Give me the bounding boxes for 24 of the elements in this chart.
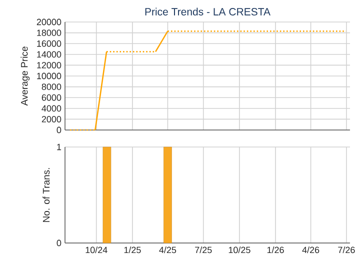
y-tick-label: 2000 [42, 116, 62, 122]
y-tick-label: 14000 [37, 51, 62, 58]
chart-title: Price Trends - LA CRESTA [145, 8, 270, 16]
y-tick-label: 18000 [37, 30, 62, 36]
y-axis-title: Average Price [20, 46, 30, 106]
y-tick-label: 10000 [37, 72, 62, 80]
y-tick-label: 1 [57, 144, 62, 150]
y-tick-label: 16000 [37, 40, 62, 47]
y-tick-label: 0 [56, 240, 62, 246]
x-tick-label: 4/25 [159, 246, 176, 254]
y-tick-label: 8000 [42, 84, 62, 90]
y-tick-label: 12000 [37, 62, 62, 68]
y-tick-label: 4000 [42, 105, 62, 112]
x-tick-label: 4/26 [302, 246, 320, 254]
y-tick-label: 0 [56, 126, 62, 134]
x-tick-label: 10/25 [228, 246, 250, 254]
x-tick-label: 1/26 [267, 246, 284, 254]
x-tick-label: 10/24 [86, 246, 108, 254]
x-tick-label: 7/26 [338, 246, 355, 254]
x-tick-label: 7/25 [195, 246, 212, 254]
y-tick-label: 6000 [42, 94, 62, 101]
x-tick-label: 1/25 [124, 246, 141, 254]
y-axis-title: No. of Trans. [42, 168, 50, 222]
y-tick-label: 20000 [36, 18, 62, 26]
